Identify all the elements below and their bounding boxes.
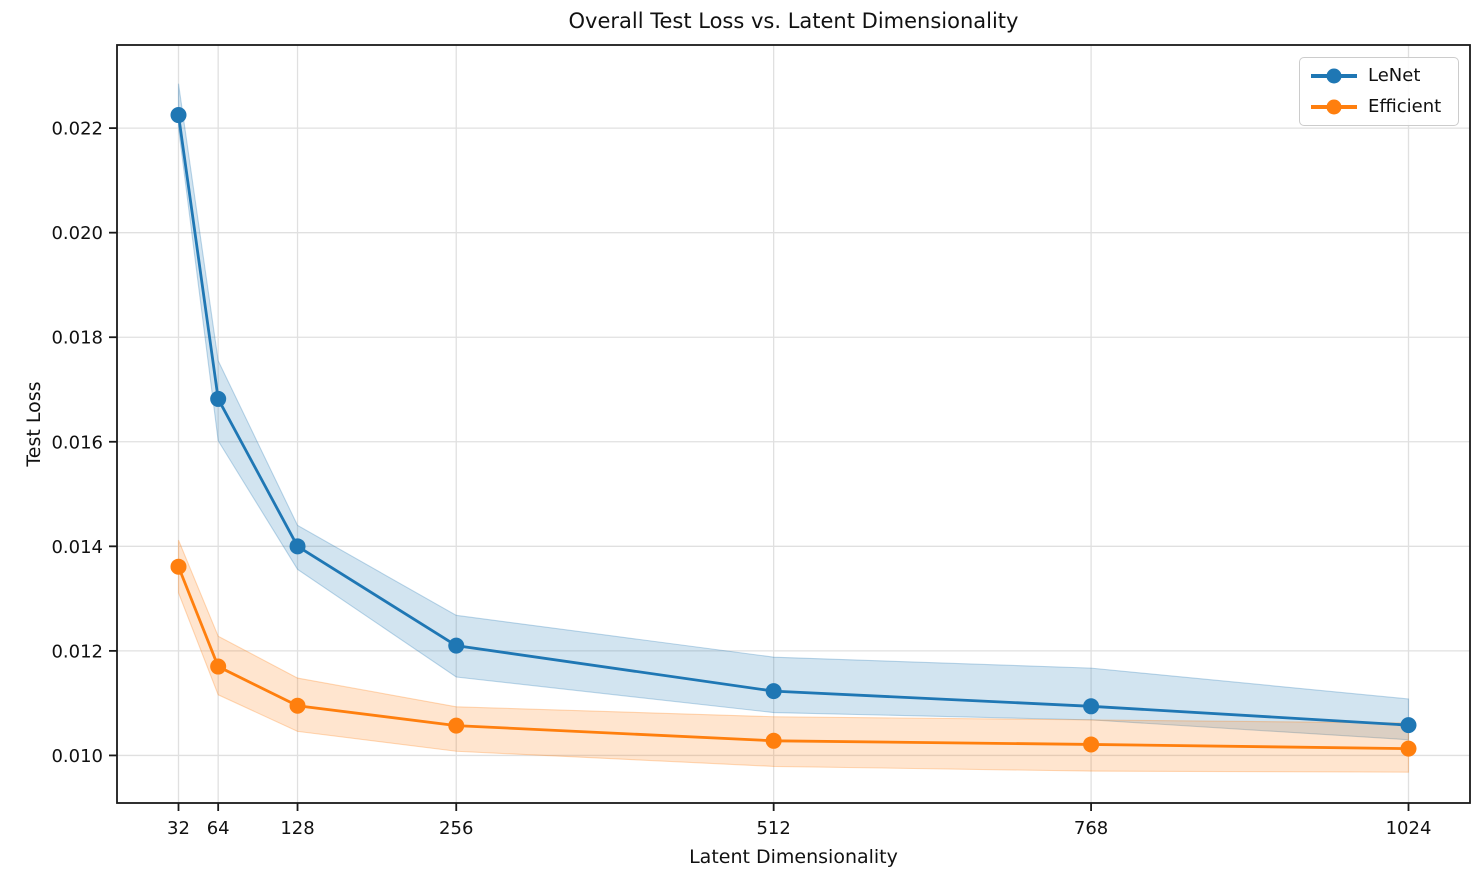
confidence-band-lenet — [177, 83, 1410, 741]
data-point-lenet — [170, 107, 187, 124]
x-tick-label: 32 — [167, 818, 190, 839]
x-tick-label: 512 — [756, 818, 790, 839]
y-tick-label: 0.016 — [51, 432, 103, 453]
lenet-marker-dot — [1326, 68, 1342, 84]
data-point-lenet — [765, 683, 782, 700]
x-tick-label: 1024 — [1386, 818, 1432, 839]
y-tick-label: 0.022 — [51, 119, 103, 140]
data-point-efficient — [170, 558, 187, 575]
x-tick-label: 64 — [207, 818, 230, 839]
data-point-efficient — [289, 697, 306, 714]
y-tick-label: 0.012 — [51, 641, 103, 662]
efficient-line-swatch — [1311, 99, 1357, 115]
data-point-efficient — [1400, 740, 1417, 757]
legend-label-efficient: Efficient — [1368, 96, 1442, 117]
legend-item-efficient: Efficient — [1311, 96, 1447, 118]
x-tick-label: 128 — [280, 818, 314, 839]
x-tick-label: 256 — [439, 818, 473, 839]
data-point-lenet — [210, 390, 227, 407]
data-point-lenet — [1400, 717, 1417, 734]
y-tick-label: 0.018 — [51, 328, 103, 349]
data-point-efficient — [210, 658, 227, 675]
data-point-lenet — [448, 637, 465, 654]
chart-title: Overall Test Loss vs. Latent Dimensional… — [568, 9, 1019, 33]
y-tick-label: 0.014 — [51, 537, 103, 558]
y-tick-label: 0.010 — [51, 746, 103, 767]
x-tick-label: 768 — [1074, 818, 1108, 839]
series-line-lenet — [177, 113, 1410, 727]
data-point-efficient — [1083, 736, 1100, 753]
data-point-lenet — [1083, 698, 1100, 715]
axes-frame — [116, 44, 1471, 804]
legend-item-lenet: LeNet — [1311, 65, 1447, 87]
efficient-marker-dot — [1326, 99, 1342, 115]
data-point-lenet — [289, 538, 306, 555]
confidence-band-efficient — [177, 539, 1410, 773]
y-tick-label: 0.020 — [51, 223, 103, 244]
legend-label-lenet: LeNet — [1368, 65, 1421, 86]
data-point-efficient — [448, 717, 465, 734]
legend: LeNet Efficient — [1299, 57, 1459, 126]
data-point-efficient — [765, 732, 782, 749]
y-axis-label: Test Loss — [23, 381, 45, 467]
x-axis-label: Latent Dimensionality — [689, 846, 898, 868]
lenet-line-swatch — [1311, 68, 1357, 84]
